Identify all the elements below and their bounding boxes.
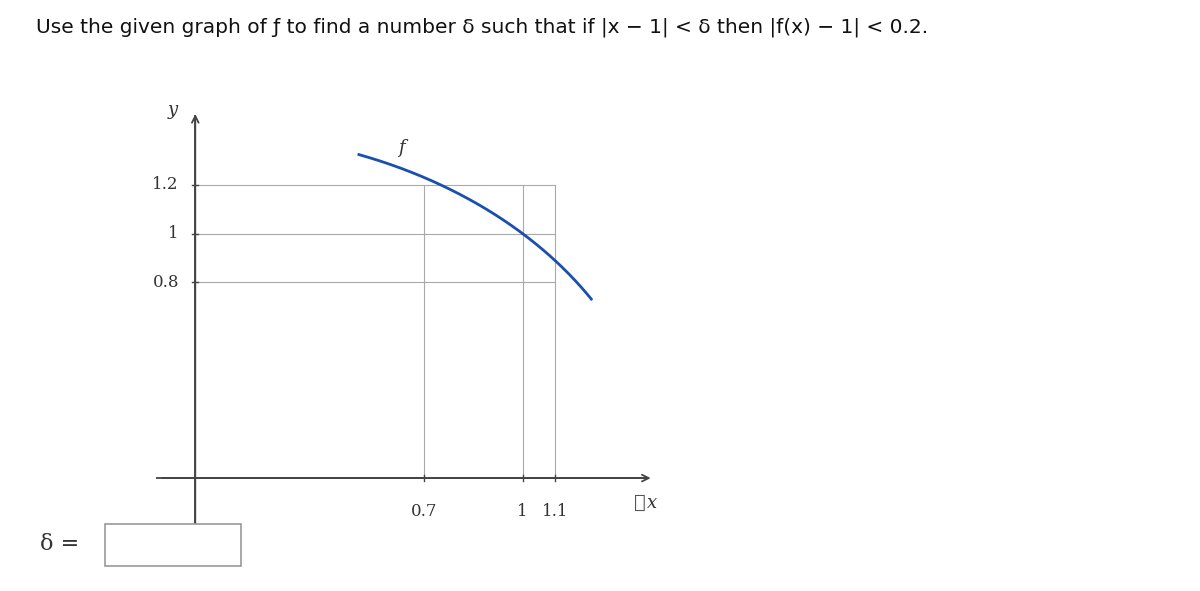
Text: Use the given graph of ƒ to find a number δ such that if |x − 1| < δ then |f(x) : Use the given graph of ƒ to find a numbe… [36, 18, 928, 37]
Text: δ =: δ = [41, 532, 79, 555]
Text: 1.1: 1.1 [542, 502, 569, 519]
Text: ⓘ: ⓘ [635, 493, 647, 512]
Text: 1.2: 1.2 [152, 176, 179, 193]
Text: 1: 1 [517, 502, 528, 519]
FancyBboxPatch shape [106, 524, 241, 566]
Text: 0.8: 0.8 [152, 274, 179, 291]
Text: x: x [647, 493, 658, 512]
Text: f: f [398, 138, 404, 157]
Text: 0.7: 0.7 [412, 502, 438, 519]
Text: y: y [167, 100, 178, 119]
Text: 1: 1 [168, 225, 179, 242]
